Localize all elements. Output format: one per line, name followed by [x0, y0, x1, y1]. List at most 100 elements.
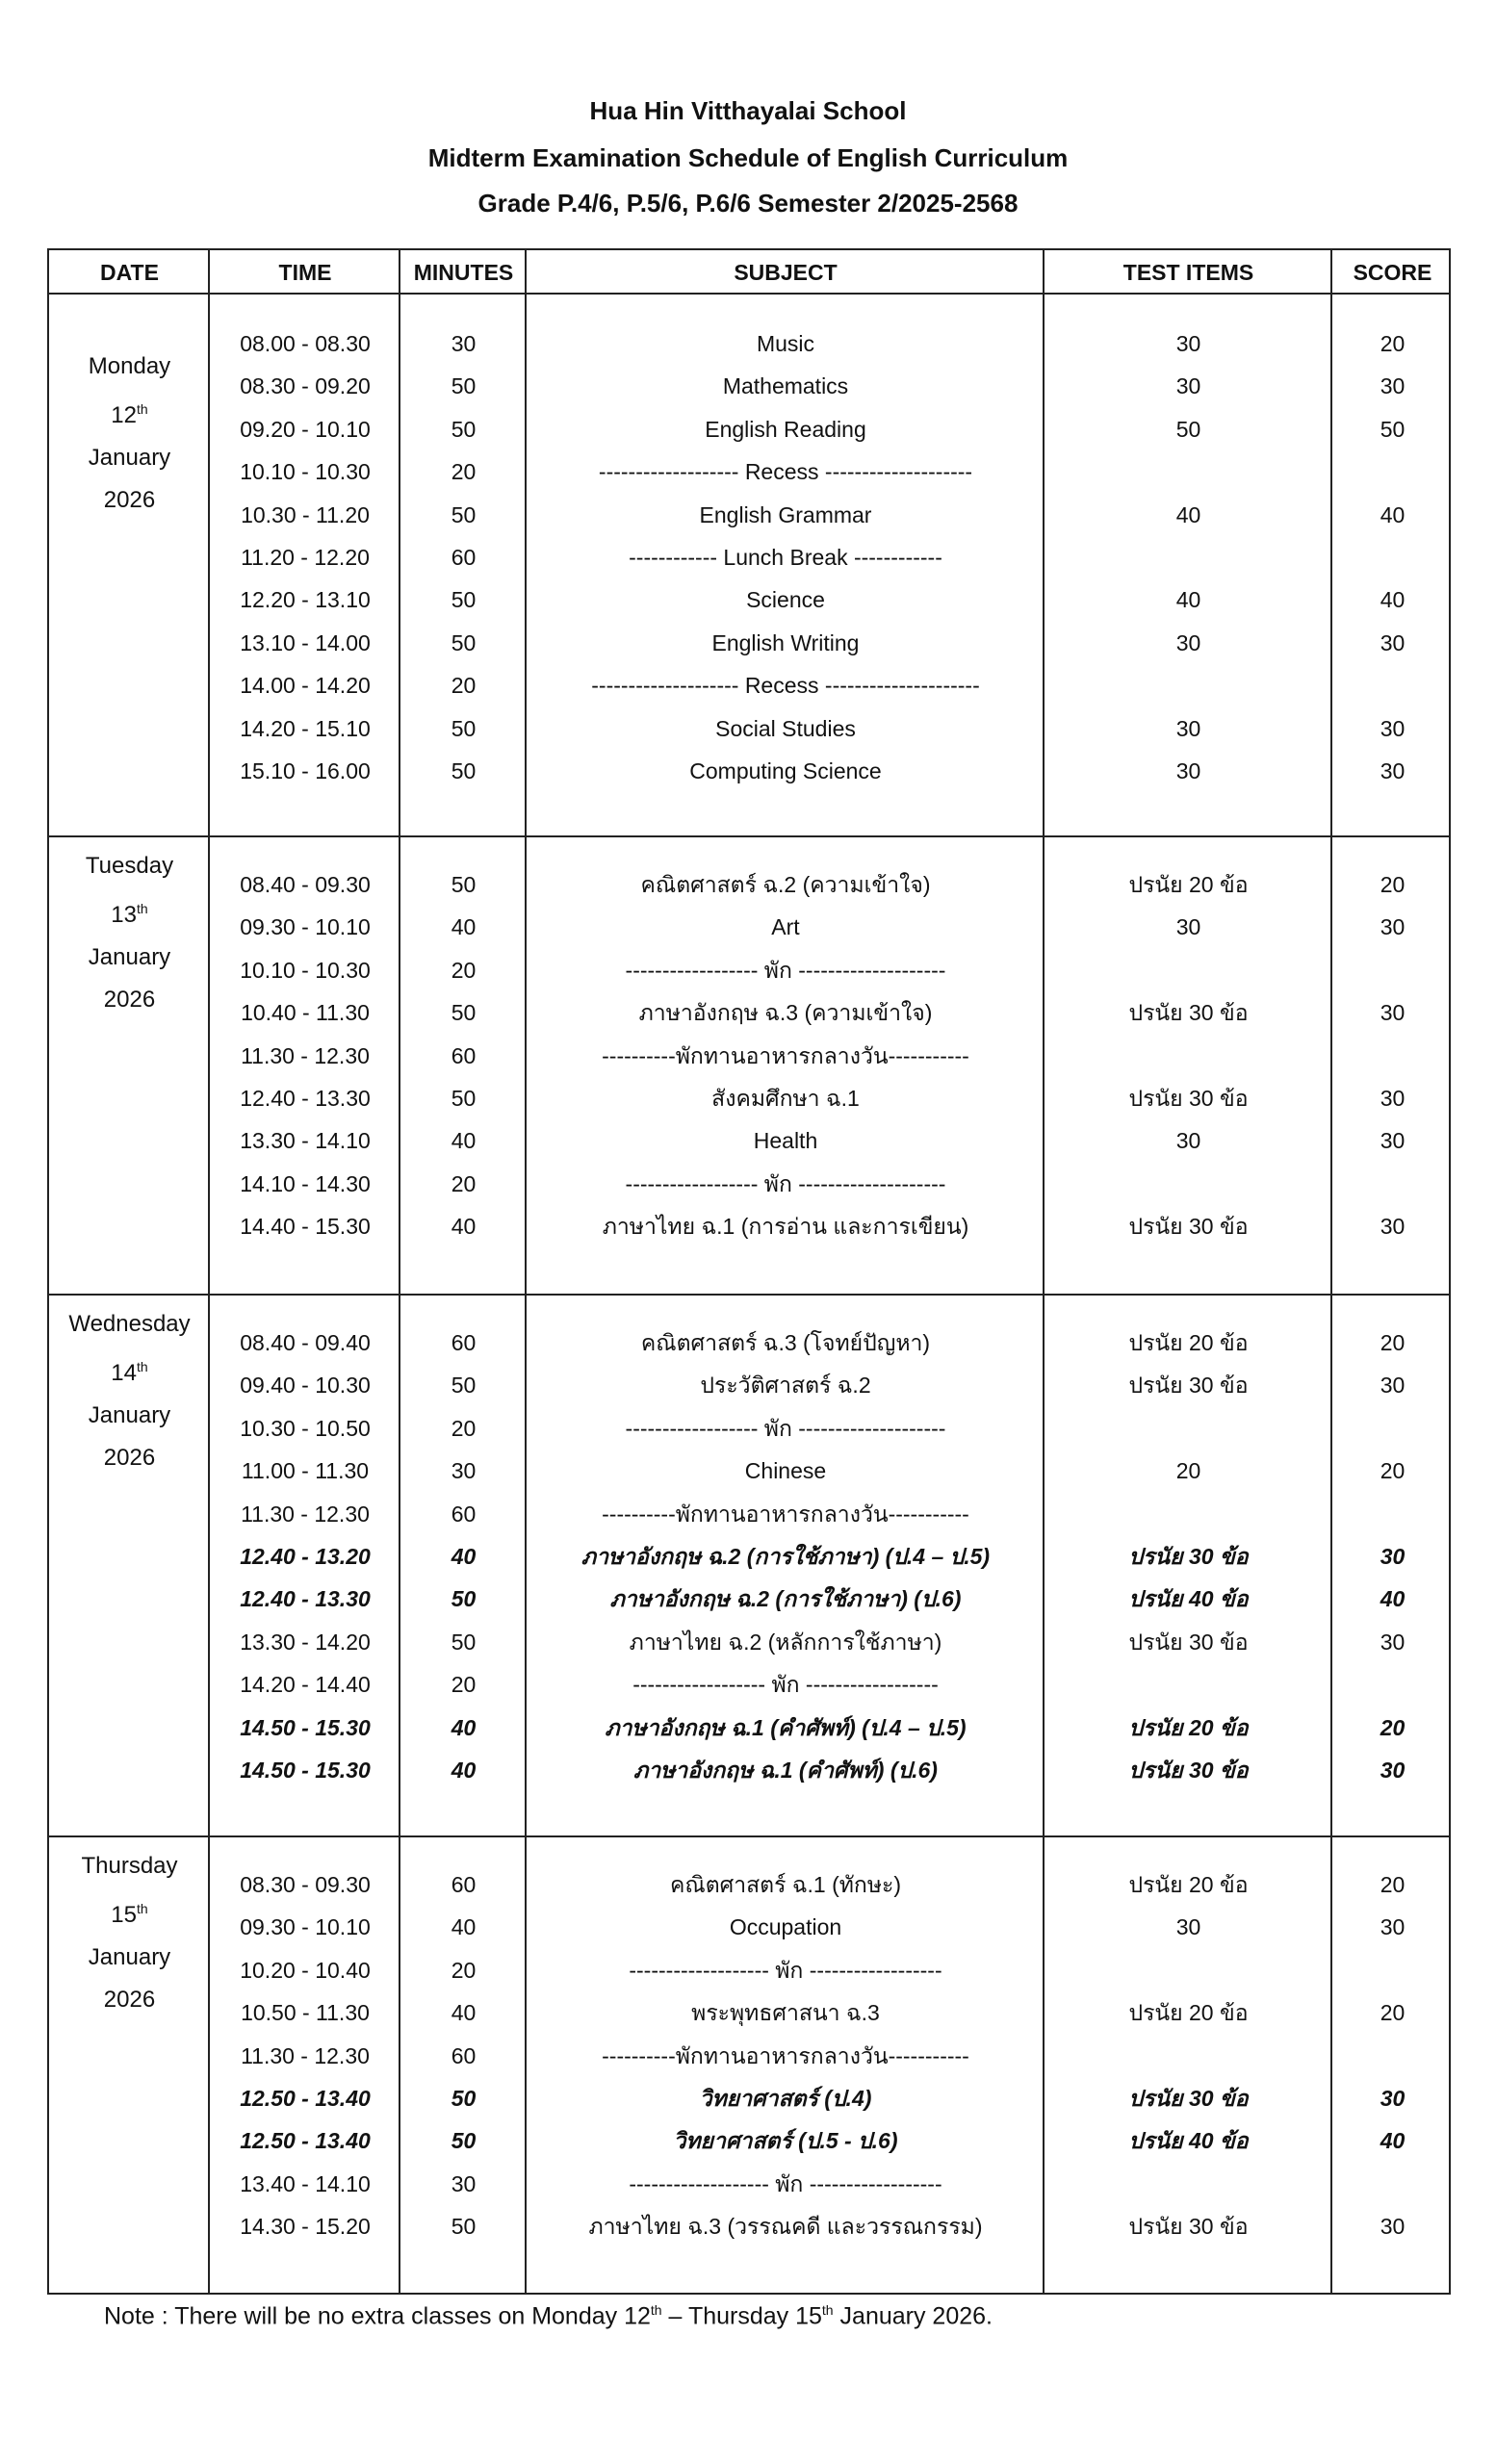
table-row: 12.40 - 13.30 50 สังคมศึกษา ฉ.1 ปรนัย 30 ข้… — [49, 1077, 1449, 1119]
test-items-cell: ปรนัย 30 ข้อ — [1128, 1544, 1249, 1569]
test-items-cell: ปรนัย 40 ข้อ — [1128, 1586, 1249, 1612]
subject-cell: Art — [771, 914, 800, 940]
score-cell: 30 — [1380, 1086, 1406, 1111]
document-subtitle: Grade P.4/6, P.5/6, P.6/6 Semester 2/202… — [477, 189, 1019, 218]
score-cell: 30 — [1380, 758, 1406, 783]
test-items-cell: 30 — [1175, 373, 1201, 399]
time-cell: 13.30 - 14.20 — [240, 1629, 371, 1655]
test-items-cell: ปรนัย 30 ข้อ — [1128, 1214, 1249, 1240]
day-number: 15th — [49, 1887, 210, 1937]
time-cell: 10.50 - 11.30 — [241, 2000, 370, 2026]
day-number-value: 13 — [111, 902, 137, 928]
time-cell: 09.20 - 10.10 — [240, 416, 371, 442]
time-cell: 12.20 - 13.10 — [240, 587, 371, 613]
score-cell: 30 — [1380, 715, 1406, 741]
school-name: Hua Hin Vitthayalai School — [589, 96, 907, 125]
subject-cell: ประวัติศาสตร์ ฉ.2 — [700, 1373, 871, 1399]
time-cell: 13.40 - 14.10 — [240, 2170, 371, 2196]
subject-cell: English Grammar — [699, 501, 872, 527]
minutes-cell: 60 — [451, 545, 477, 570]
time-cell: 14.20 - 15.10 — [240, 715, 371, 741]
minutes-cell: 50 — [451, 416, 477, 442]
minutes-cell: 50 — [451, 373, 477, 399]
subject-cell: English Reading — [705, 416, 866, 442]
minutes-cell: 40 — [451, 1544, 477, 1569]
date-cell: Thursday 15th January 2026 — [49, 1845, 210, 2021]
subject-cell: Computing Science — [689, 758, 882, 783]
table-row: 08.00 - 08.30 30 Music 30 20 — [49, 322, 1449, 365]
day-section-thursday: Thursday 15th January 2026 08.30 - 09.30 60 คณ… — [49, 1836, 1449, 2295]
note-text: Note : There will be no extra classes on… — [104, 2302, 651, 2330]
table-row: 14.50 - 15.30 40 ภาษาอังกฤษ ฉ.1 (คำศัพท์) … — [49, 1707, 1449, 1749]
time-cell: 12.50 - 13.40 — [240, 2128, 371, 2154]
minutes-cell: 50 — [451, 2128, 477, 2154]
table-row: 13.30 - 14.10 40 Health 30 30 — [49, 1119, 1449, 1162]
score-cell: 20 — [1380, 1872, 1406, 1897]
test-items-cell: 30 — [1175, 1914, 1201, 1940]
test-items-cell: ปรนัย 30 ข้อ — [1128, 1758, 1249, 1783]
test-items-cell: 30 — [1175, 758, 1201, 783]
subject-cell: ----------พักทานอาหารกลางวัน----------- — [602, 1501, 969, 1527]
minutes-cell: 50 — [451, 1373, 477, 1399]
table-row: 09.40 - 10.30 50 ประวัติศาสตร์ ฉ.2 ปรนัย 30… — [49, 1364, 1449, 1406]
minutes-cell: 30 — [451, 2170, 477, 2196]
minutes-cell: 50 — [451, 715, 477, 741]
subject-cell: คณิตศาสตร์ ฉ.1 (ทักษะ) — [669, 1872, 902, 1897]
minutes-cell: 40 — [451, 914, 477, 940]
header-score: SCORE — [1353, 260, 1432, 285]
subject-cell: Mathematics — [722, 373, 849, 399]
header-subject: SUBJECT — [734, 260, 838, 285]
table-row: 11.30 - 12.30 60 ----------พักทานอาหารกลาง… — [49, 2035, 1449, 2077]
table-row: 10.50 - 11.30 40 พระพุทธศาสนา ฉ.3 ปรนัย 20 … — [49, 1991, 1449, 2034]
subject-cell: คณิตศาสตร์ ฉ.3 (โจทย์ปัญหา) — [640, 1330, 931, 1355]
table-row: 14.20 - 14.40 20 ------------------ พัก --… — [49, 1663, 1449, 1706]
subject-cell: ------------------- พัก ----------------… — [629, 2170, 942, 2196]
table-row: 08.40 - 09.40 60 คณิตศาสตร์ ฉ.3 (โจทย์ปัญห… — [49, 1322, 1449, 1364]
column-divider — [208, 250, 210, 2293]
score-cell: 20 — [1380, 1714, 1406, 1740]
score-cell: 30 — [1380, 629, 1406, 655]
month: January — [88, 944, 171, 970]
table-row: 14.10 - 14.30 20 ------------------ พัก --… — [49, 1163, 1449, 1205]
subject-cell: ------------------ พัก -----------------… — [632, 1672, 939, 1698]
subject-cell: ------------ Lunch Break ------------ — [629, 545, 942, 570]
test-items-cell: 30 — [1175, 715, 1201, 741]
time-cell: 11.30 - 12.30 — [241, 2042, 370, 2068]
table-row: 10.10 - 10.30 20 ------------------ พัก --… — [49, 949, 1449, 991]
subject-cell: ภาษาอังกฤษ ฉ.2 (การใช้ภาษา) (ป.6) — [609, 1586, 962, 1612]
day-number: 13th — [49, 887, 210, 937]
minutes-cell: 50 — [451, 587, 477, 613]
minutes-cell: 30 — [451, 1458, 477, 1484]
test-items-cell: ปรนัย 30 ข้อ — [1128, 1373, 1249, 1399]
time-cell: 09.30 - 10.10 — [240, 1914, 371, 1940]
table-row: 13.10 - 14.00 50 English Writing 30 30 — [49, 622, 1449, 664]
table-row: 11.00 - 11.30 30 Chinese 20 20 — [49, 1450, 1449, 1492]
score-cell: 40 — [1380, 1586, 1406, 1612]
table-row: 12.40 - 13.20 40 ภาษาอังกฤษ ฉ.2 (การใช้ภาษ… — [49, 1535, 1449, 1578]
table-row: 10.40 - 11.30 50 ภาษาอังกฤษ ฉ.3 (ความเข้าใ… — [49, 991, 1449, 1034]
score-cell: 50 — [1380, 416, 1406, 442]
test-items-cell: ปรนัย 30 ข้อ — [1128, 2086, 1249, 2111]
document-title: Midterm Examination Schedule of English … — [427, 143, 1069, 172]
table-row: 15.10 - 16.00 50 Computing Science 30 30 — [49, 750, 1449, 792]
table-row: 13.40 - 14.10 30 ------------------- พัก -… — [49, 2163, 1449, 2205]
test-items-cell: 40 — [1175, 587, 1201, 613]
minutes-cell: 20 — [451, 1415, 477, 1441]
date-cell: Monday 12th January 2026 — [49, 346, 210, 522]
month: January — [88, 445, 171, 471]
time-cell: 12.50 - 13.40 — [240, 2086, 371, 2111]
date-cell: Tuesday 13th January 2026 — [49, 845, 210, 1021]
minutes-cell: 40 — [451, 2000, 477, 2026]
score-cell: 30 — [1380, 1544, 1406, 1569]
table-row: 11.30 - 12.30 60 ----------พักทานอาหารกลาง… — [49, 1035, 1449, 1077]
day-divider — [49, 835, 1449, 837]
time-cell: 14.10 - 14.30 — [240, 1170, 371, 1196]
header-time: TIME — [278, 260, 332, 285]
table-row: 08.30 - 09.30 60 คณิตศาสตร์ ฉ.1 (ทักษะ) ปรน… — [49, 1863, 1449, 1906]
test-items-cell: 30 — [1175, 629, 1201, 655]
subject-cell: Music — [756, 331, 815, 356]
minutes-cell: 50 — [451, 2214, 477, 2240]
minutes-cell: 40 — [451, 1214, 477, 1240]
table-row: 13.30 - 14.20 50 ภาษาไทย ฉ.2 (หลักการใช้ภา… — [49, 1621, 1449, 1663]
subject-cell: คณิตศาสตร์ ฉ.2 (ความเข้าใจ) — [640, 872, 931, 897]
